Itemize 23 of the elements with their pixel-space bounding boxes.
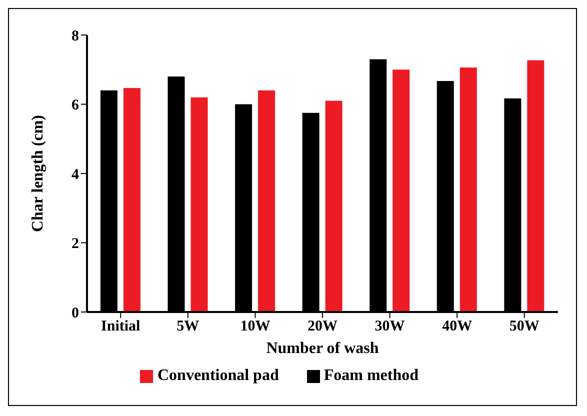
x-axis-title: Number of wash [266, 340, 379, 357]
y-tick-label: 8 [72, 28, 79, 44]
bar [460, 68, 477, 312]
x-tick-label: 5W [176, 318, 200, 335]
x-tick-label: 20W [308, 318, 338, 335]
y-axis-title: Char length (cm) [30, 114, 47, 232]
y-tick-label: 6 [72, 98, 80, 114]
legend-label: Foam method [324, 367, 419, 384]
x-tick-label: Initial [101, 318, 140, 335]
bar [392, 70, 410, 312]
bar [123, 88, 140, 312]
bar [325, 100, 342, 312]
y-tick-label: 4 [72, 166, 80, 183]
y-tick-label: 0 [72, 305, 79, 322]
bar [527, 60, 544, 312]
x-tick-label: 40W [442, 318, 472, 335]
legend-label: Conventional pad [157, 367, 279, 384]
x-tick-label: 50W [509, 318, 540, 335]
y-tick-label: 2 [72, 236, 79, 252]
bar [258, 90, 276, 312]
bar [190, 97, 208, 312]
x-tick-label: 30W [374, 318, 405, 335]
x-tick-label: 10W [240, 318, 270, 335]
